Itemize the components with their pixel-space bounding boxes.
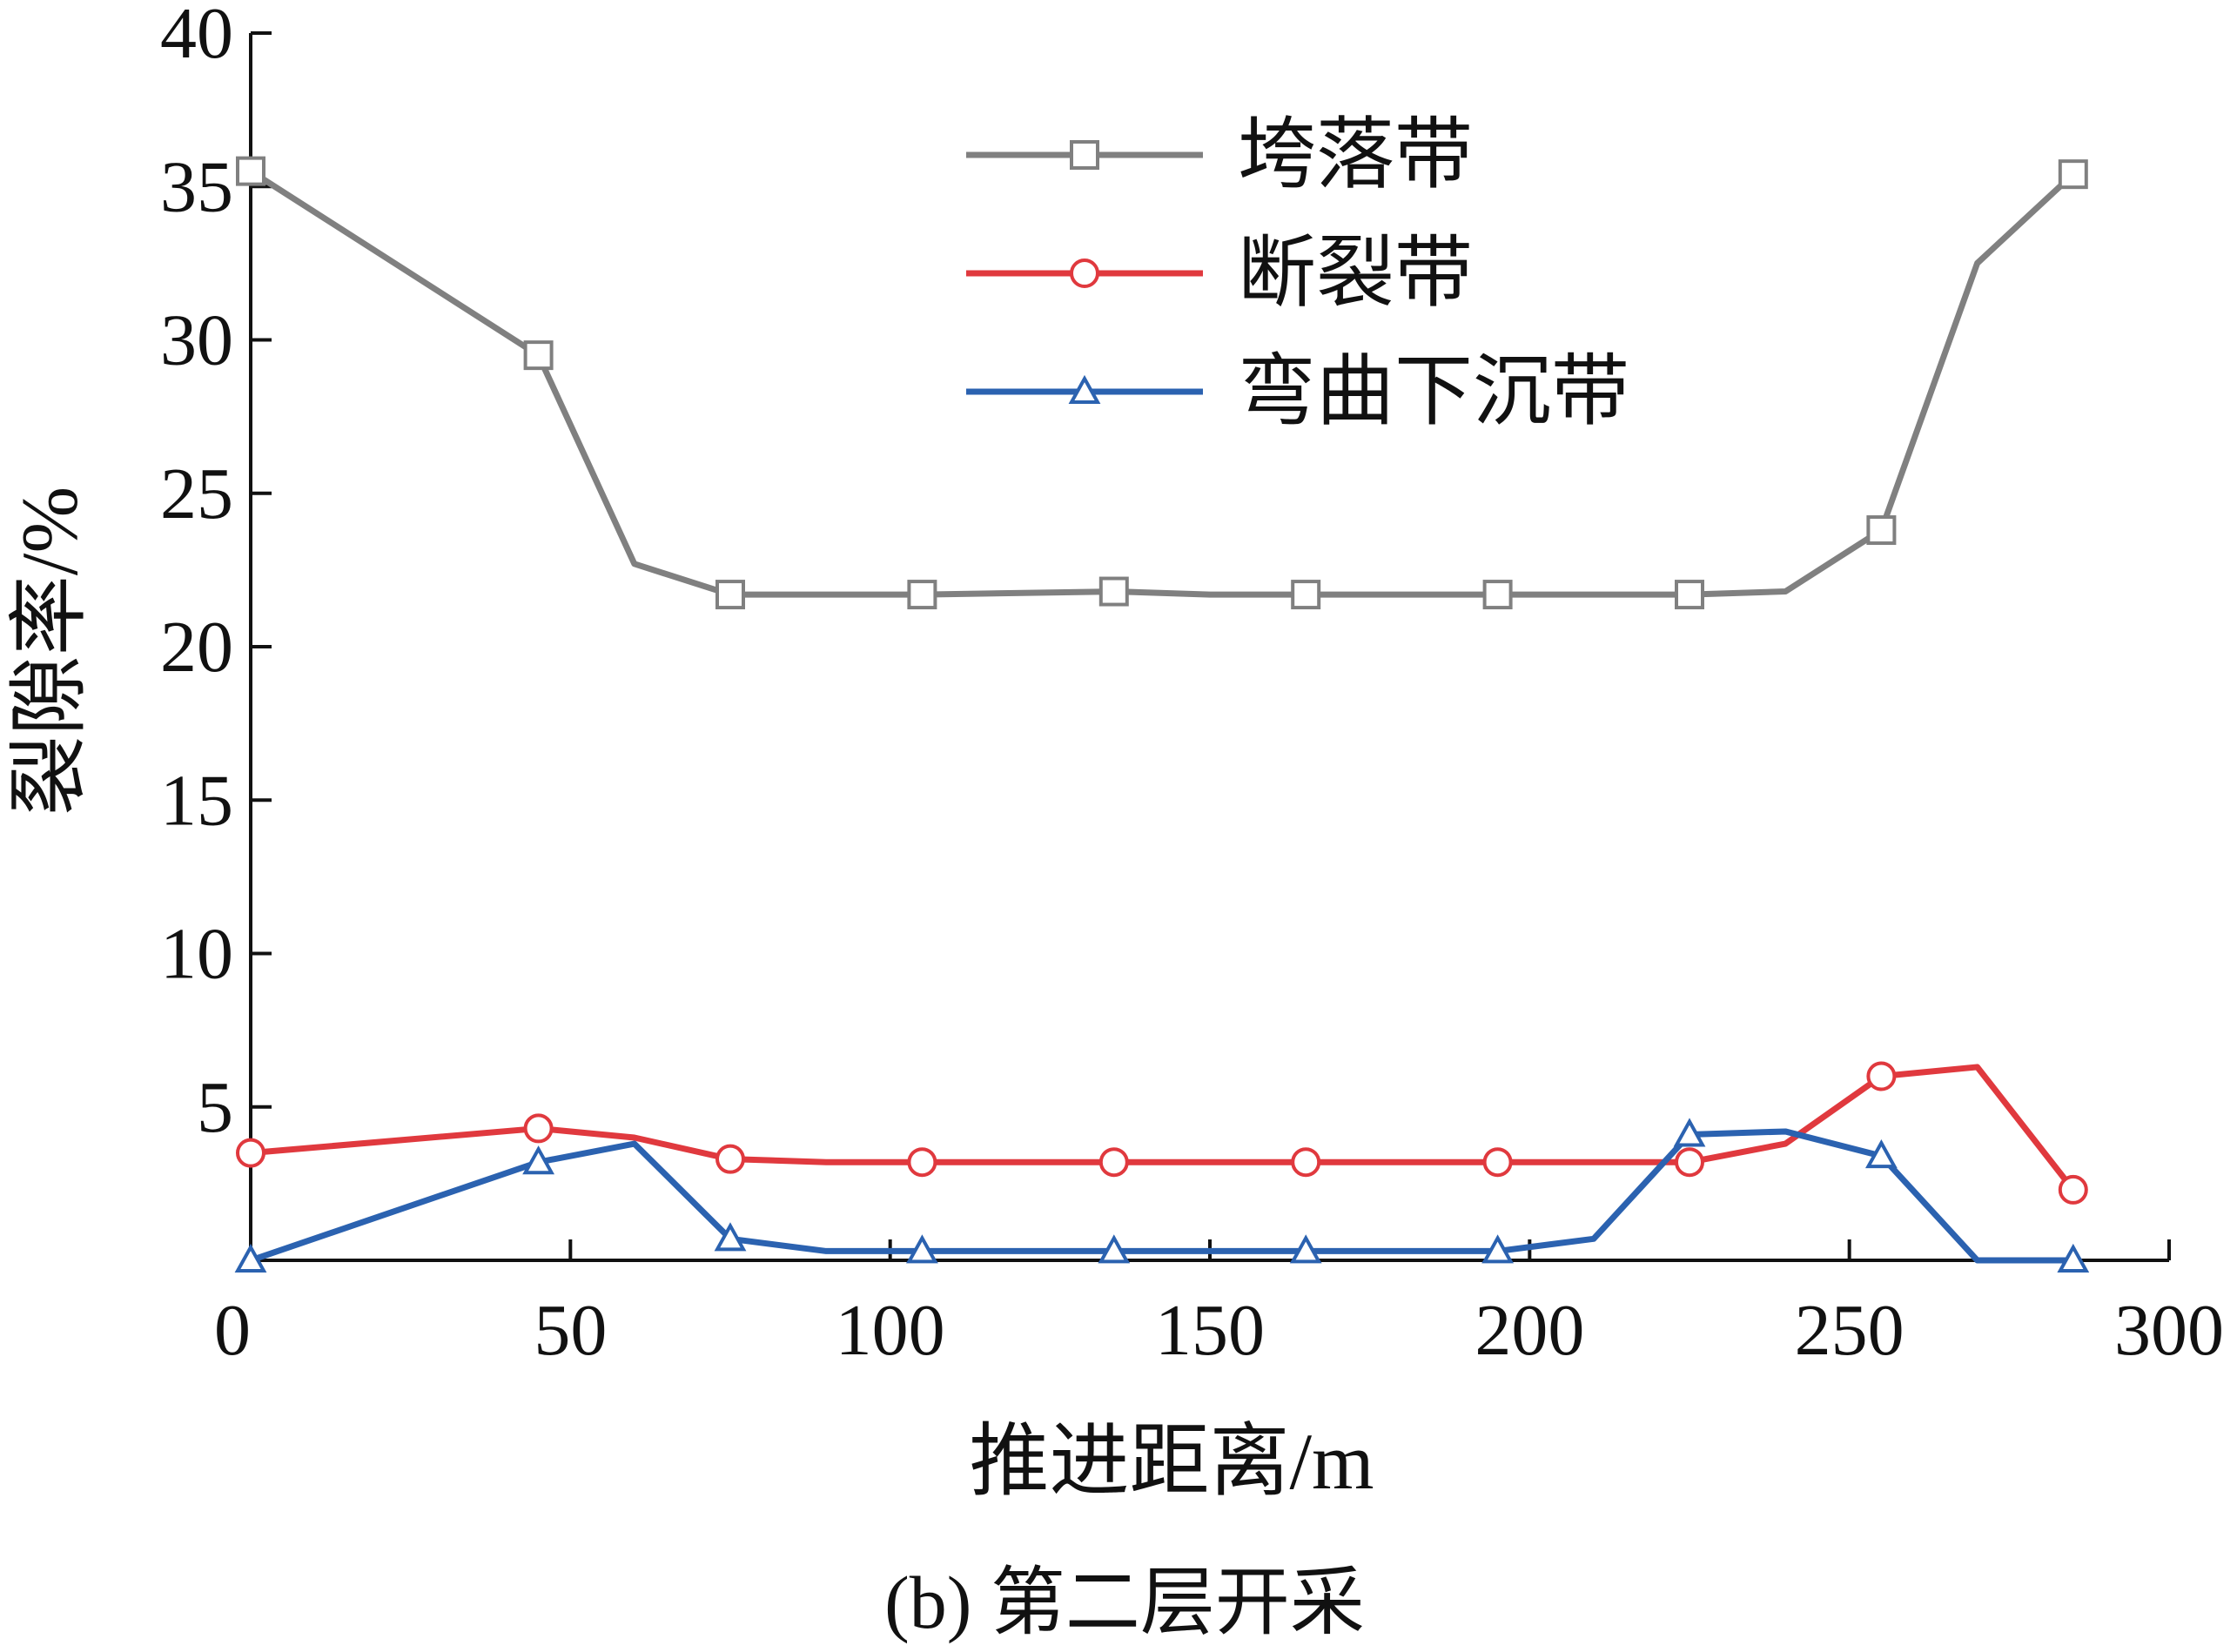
legend-label: 断裂带 [1238, 231, 1473, 317]
data-point [715, 580, 745, 610]
legend-entry: 弯曲下沉带 [966, 349, 1629, 435]
x-tick-label: 50 [534, 1290, 607, 1371]
series-circle [236, 1061, 2088, 1205]
data-point [523, 340, 554, 371]
data-point [2057, 1243, 2090, 1273]
data-point [1098, 1234, 1131, 1264]
legend-entry: 垮落带 [966, 112, 1473, 198]
y-axis-title: 裂隙率/% [5, 487, 94, 816]
data-point [1098, 576, 1129, 607]
data-point [1866, 1061, 1897, 1091]
data-point [523, 1113, 554, 1144]
x-axis-title: 推进距离/m [969, 1417, 1374, 1506]
data-point [1291, 580, 1321, 610]
y-tick-label: 15 [160, 760, 233, 841]
data-point [2058, 159, 2088, 190]
legend-entry: 断裂带 [966, 231, 1473, 317]
data-point [2058, 1174, 2088, 1205]
axes: 5 10 15 20 25 30 35 40 0 50 100 150 200 250 300 [160, 0, 2224, 1371]
x-tick-label: 100 [836, 1290, 945, 1371]
series-layer [234, 156, 2090, 1273]
y-tick-label: 10 [160, 914, 233, 995]
data-point [1865, 1139, 1898, 1169]
y-tick-label: 40 [160, 0, 233, 74]
series-line [249, 1128, 2073, 1264]
series-triangle [234, 1118, 2090, 1273]
y-tick-label: 25 [160, 453, 233, 534]
data-point [907, 580, 937, 610]
data-point [236, 1138, 265, 1168]
y-tick-label: 30 [160, 300, 233, 381]
data-point [1673, 1118, 1706, 1147]
y-tick-label: 5 [197, 1067, 233, 1148]
y-tick-label: 20 [160, 607, 233, 688]
legend-label: 垮落带 [1238, 112, 1473, 198]
data-point [1482, 1147, 1513, 1178]
series-line [249, 168, 2076, 598]
data-point [1289, 1234, 1322, 1264]
data-point [1675, 580, 1704, 610]
x-tick-label: 250 [1795, 1290, 1904, 1371]
data-point [1482, 580, 1513, 610]
y-tick-label: 35 [160, 146, 233, 227]
legend-marker [1070, 259, 1099, 288]
x-tick-label: 150 [1155, 1290, 1265, 1371]
data-point [907, 1147, 937, 1178]
data-point [1675, 1147, 1704, 1178]
legend-marker [1070, 140, 1099, 170]
data-point [715, 1144, 745, 1174]
data-point [1098, 1147, 1129, 1178]
figure-caption: (b) 第二层开采 [884, 1561, 1365, 1644]
x-tick-label: 200 [1475, 1290, 1584, 1371]
data-point [522, 1145, 554, 1175]
x-tick-label: 300 [2114, 1290, 2224, 1371]
data-point [236, 156, 265, 186]
series-square [236, 156, 2088, 610]
x-tick-label: 0 [214, 1290, 251, 1371]
legend-label: 弯曲下沉带 [1238, 349, 1629, 435]
data-point [906, 1234, 938, 1264]
data-point [1866, 515, 1897, 546]
data-point [1481, 1234, 1514, 1264]
legend-marker [1068, 374, 1101, 404]
data-point [1291, 1147, 1321, 1178]
data-point [714, 1222, 747, 1252]
data-point [234, 1243, 267, 1273]
